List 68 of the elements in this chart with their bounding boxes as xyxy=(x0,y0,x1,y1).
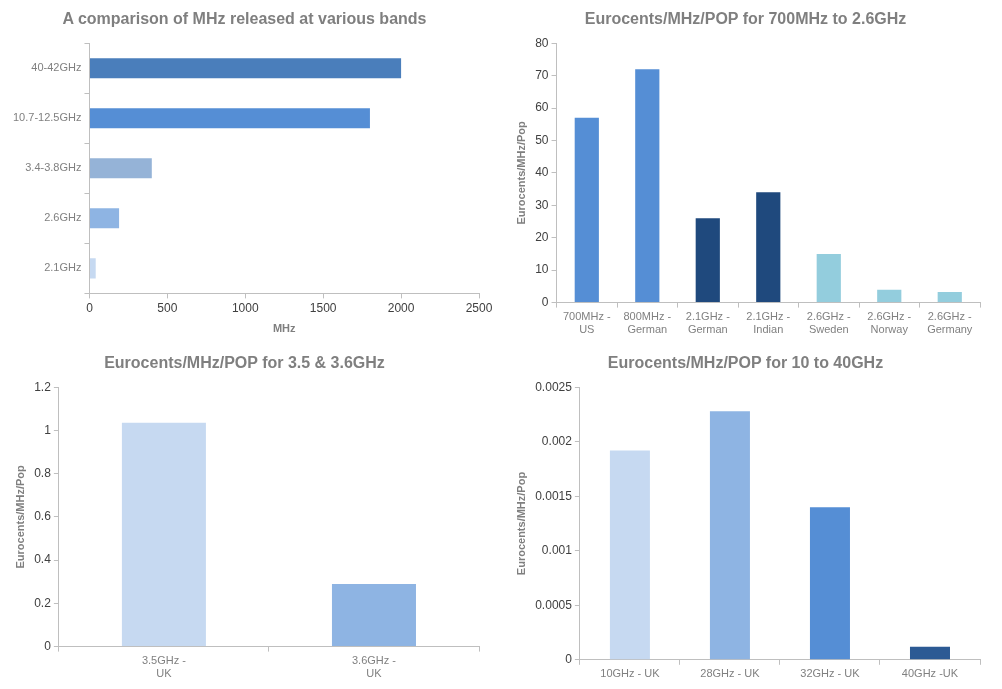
x-tick-label: 2000 xyxy=(387,300,415,315)
x-tick-label: 2.6GHz - Sweden xyxy=(806,310,852,336)
bar xyxy=(89,108,370,129)
y-tick-label: 60 xyxy=(535,100,549,115)
bar xyxy=(89,258,96,279)
y-tick-label: 0.001 xyxy=(541,543,573,558)
x-tick-label: 1500 xyxy=(309,300,337,315)
bar xyxy=(816,253,841,303)
chart-title: Eurocents/MHz/POP for 700MHz to 2.6GHz xyxy=(584,10,907,28)
bar xyxy=(877,289,902,303)
x-tick-label: 2500 xyxy=(465,300,493,315)
x-tick-label: 3.6GHz - UK xyxy=(351,654,397,680)
y-tick-label: 0.002 xyxy=(541,434,573,449)
x-tick-label: 10GHz - UK xyxy=(600,667,661,680)
x-tick-label: 500 xyxy=(157,300,178,315)
x-tick-label: 2.6GHz - Norway xyxy=(867,310,912,336)
y-axis-title: Eurocents/MHz/Pop xyxy=(514,471,527,576)
x-tick-label: 0 xyxy=(86,300,94,315)
y-tick-label: 0 xyxy=(44,638,52,653)
y-axis-title: Eurocents/MHz/Pop xyxy=(13,464,26,569)
y-tick-label: 0.2 xyxy=(34,595,52,610)
y-tick-label: 30 xyxy=(535,197,549,212)
x-axis-title: MHz xyxy=(272,322,297,335)
y-tick-label: 0.0005 xyxy=(535,597,573,612)
x-tick-label: 32GHz - UK xyxy=(800,667,861,680)
x-tick-label: 28GHz - UK xyxy=(700,667,761,680)
x-tick-label: 2.1GHz - German xyxy=(685,310,731,336)
x-tick-label: 3.5GHz - UK xyxy=(141,654,187,680)
x-tick-label: 2.1GHz - Indian xyxy=(746,310,791,336)
bar xyxy=(937,291,962,303)
y-tick-label: 40-42GHz xyxy=(31,61,82,74)
y-tick-label: 3.4-3.8GHz xyxy=(25,161,82,174)
y-tick-label: 1.2 xyxy=(34,379,52,394)
chart-title: Eurocents/MHz/POP for 3.5 & 3.6GHz xyxy=(104,354,385,372)
y-tick-label: 50 xyxy=(535,132,549,147)
y-tick-label: 10.7-12.5GHz xyxy=(13,111,82,124)
bar xyxy=(809,507,850,660)
x-tick-label: 800MHz - German xyxy=(623,310,672,336)
y-tick-label: 70 xyxy=(535,67,549,82)
bar xyxy=(756,192,781,303)
y-tick-label: 20 xyxy=(535,230,549,245)
x-tick-label: 1000 xyxy=(231,300,259,315)
bar xyxy=(909,646,950,660)
y-tick-label: 0.0015 xyxy=(535,488,573,503)
bar xyxy=(609,450,650,660)
y-tick-label: 1 xyxy=(44,422,52,437)
bar xyxy=(635,69,660,303)
y-tick-label: 80 xyxy=(535,35,549,50)
y-tick-label: 40 xyxy=(535,165,549,180)
y-tick-label: 0.8 xyxy=(34,465,52,480)
y-axis-title: Eurocents/MHz/Pop xyxy=(514,120,527,225)
y-tick-label: 2.6GHz xyxy=(44,211,82,224)
bar xyxy=(695,218,720,303)
bar xyxy=(89,158,152,179)
y-tick-label: 0.4 xyxy=(34,552,52,567)
bar xyxy=(89,58,402,79)
y-tick-label: 0.6 xyxy=(34,509,52,524)
bar xyxy=(89,208,120,229)
bar xyxy=(709,411,750,660)
y-tick-label: 2.1GHz xyxy=(44,261,82,274)
x-tick-label: 40GHz -UK xyxy=(901,667,959,680)
x-tick-label: 2.6GHz - Germany xyxy=(927,310,973,336)
y-tick-label: 10 xyxy=(535,262,549,277)
x-tick-label: 700MHz - US xyxy=(562,310,611,336)
chart-title: A comparison of MHz released at various bands xyxy=(62,10,427,28)
bar xyxy=(574,117,599,303)
chart-title: Eurocents/MHz/POP for 10 to 40GHz xyxy=(607,354,884,372)
y-tick-label: 0.0025 xyxy=(535,379,573,394)
